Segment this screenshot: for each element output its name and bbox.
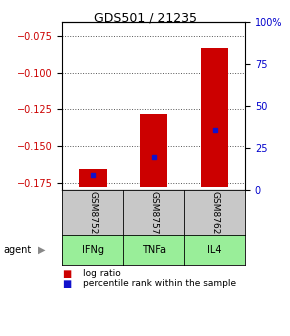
Text: GSM8762: GSM8762 bbox=[210, 191, 219, 234]
Text: percentile rank within the sample: percentile rank within the sample bbox=[83, 280, 236, 288]
Bar bbox=[201, 48, 228, 187]
Text: IL4: IL4 bbox=[207, 245, 222, 255]
Text: GSM8757: GSM8757 bbox=[149, 191, 158, 234]
Text: agent: agent bbox=[3, 245, 31, 255]
Text: GDS501 / 21235: GDS501 / 21235 bbox=[93, 12, 197, 25]
Text: IFNg: IFNg bbox=[82, 245, 104, 255]
Bar bbox=[140, 114, 167, 187]
Text: ■: ■ bbox=[62, 279, 72, 289]
Text: TNFa: TNFa bbox=[142, 245, 166, 255]
Bar bbox=[79, 169, 106, 187]
Text: GSM8752: GSM8752 bbox=[88, 191, 97, 234]
Text: ▶: ▶ bbox=[38, 245, 45, 255]
Text: log ratio: log ratio bbox=[83, 269, 120, 278]
Text: ■: ■ bbox=[62, 269, 72, 279]
